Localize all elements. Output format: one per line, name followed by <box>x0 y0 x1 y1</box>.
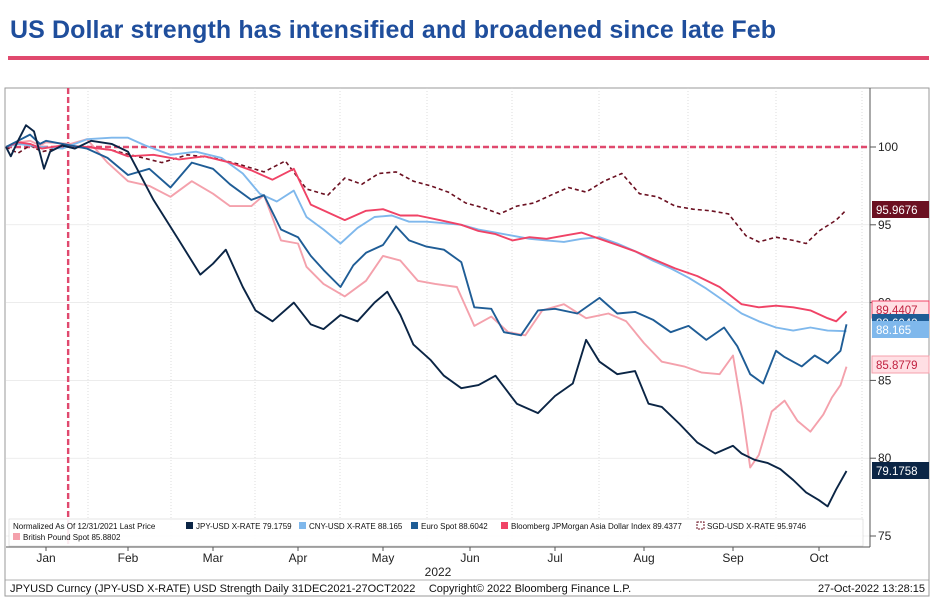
x-tick-label: May <box>372 551 395 565</box>
chart-title: US Dollar strength has intensified and b… <box>10 16 777 44</box>
x-tick-label: Feb <box>118 551 139 565</box>
last-value-tag-box <box>872 462 929 479</box>
legend-label: CNY-USD X-RATE 88.165 <box>309 522 403 531</box>
legend-swatch <box>696 521 705 530</box>
x-tick-label: Sep <box>722 551 744 565</box>
legend-label: Bloomberg JPMorgan Asia Dollar Index 89.… <box>511 522 682 531</box>
legend-label: British Pound Spot 85.8802 <box>23 533 121 542</box>
last-value-tag-box <box>872 321 929 338</box>
y-tick-label: 95 <box>878 218 892 232</box>
last-value-tag-box <box>871 355 930 374</box>
footer-timestamp: 27-Oct-2022 13:28:15 <box>818 583 925 595</box>
series-line-sgd-usd-x-rate <box>5 144 848 245</box>
x-tick-label: Jun <box>460 551 479 565</box>
x-tick-label: Jan <box>36 551 55 565</box>
last-value-tags: 95.967689.440788.604288.16585.877979.175… <box>871 201 930 479</box>
legend-header: Normalized As Of 12/31/2021 Last Price <box>13 522 156 531</box>
series-line-bloomberg-jpmorgan-asia-dollar-index <box>5 141 848 323</box>
title-underline <box>8 56 929 60</box>
legend-label: SGD-USD X-RATE 95.9746 <box>707 522 807 531</box>
series-line-british-pound-spot <box>5 138 848 469</box>
legend-label: JPY-USD X-RATE 79.1759 <box>196 522 292 531</box>
y-tick-label: 80 <box>878 451 892 465</box>
x-tick-label: Mar <box>203 551 224 565</box>
series-line-cny-usd-x-rate <box>5 136 847 333</box>
series-layer <box>5 124 848 508</box>
last-value-tag-text: 85.8779 <box>876 360 918 372</box>
legend-swatch <box>501 522 508 529</box>
last-value-tag-text: 88.165 <box>876 325 911 337</box>
x-tick-label: Oct <box>810 551 829 565</box>
legend-box <box>8 518 864 547</box>
y-axis-ticks: 7580859095100 <box>870 140 898 543</box>
chart-frame <box>4 87 930 597</box>
legend-swatch <box>411 522 418 529</box>
x-axis-ticks: Jan Feb Mar Apr May Jun Jul Aug Sep Oct <box>36 547 829 565</box>
last-value-tag-text: 79.1758 <box>876 466 918 478</box>
footer-left: JPYUSD Curncy (JPY-USD X-RATE) USD Stren… <box>10 583 415 595</box>
x-tick-label: Jul <box>547 551 562 565</box>
footer-copyright: Copyright© 2022 Bloomberg Finance L.P. <box>429 583 631 595</box>
legend-swatch <box>13 533 20 540</box>
legend-label: Euro Spot 88.6042 <box>421 522 488 531</box>
y-tick-label: 85 <box>878 373 892 387</box>
x-tick-label: Aug <box>633 551 654 565</box>
series-line-euro-spot <box>5 133 848 385</box>
x-axis-year-label: 2022 <box>425 565 452 579</box>
legend-swatch <box>299 522 306 529</box>
y-tick-label: 75 <box>878 529 892 543</box>
series-line-jpy-usd-x-rate <box>5 124 848 508</box>
last-value-tag-text: 95.9676 <box>876 205 918 217</box>
legend-swatch <box>186 522 193 529</box>
last-value-tag-box <box>872 201 929 218</box>
y-tick-label: 100 <box>878 140 898 154</box>
legend-entries: JPY-USD X-RATE 79.1759 CNY-USD X-RATE 88.… <box>13 521 807 542</box>
x-tick-label: Apr <box>289 551 308 565</box>
